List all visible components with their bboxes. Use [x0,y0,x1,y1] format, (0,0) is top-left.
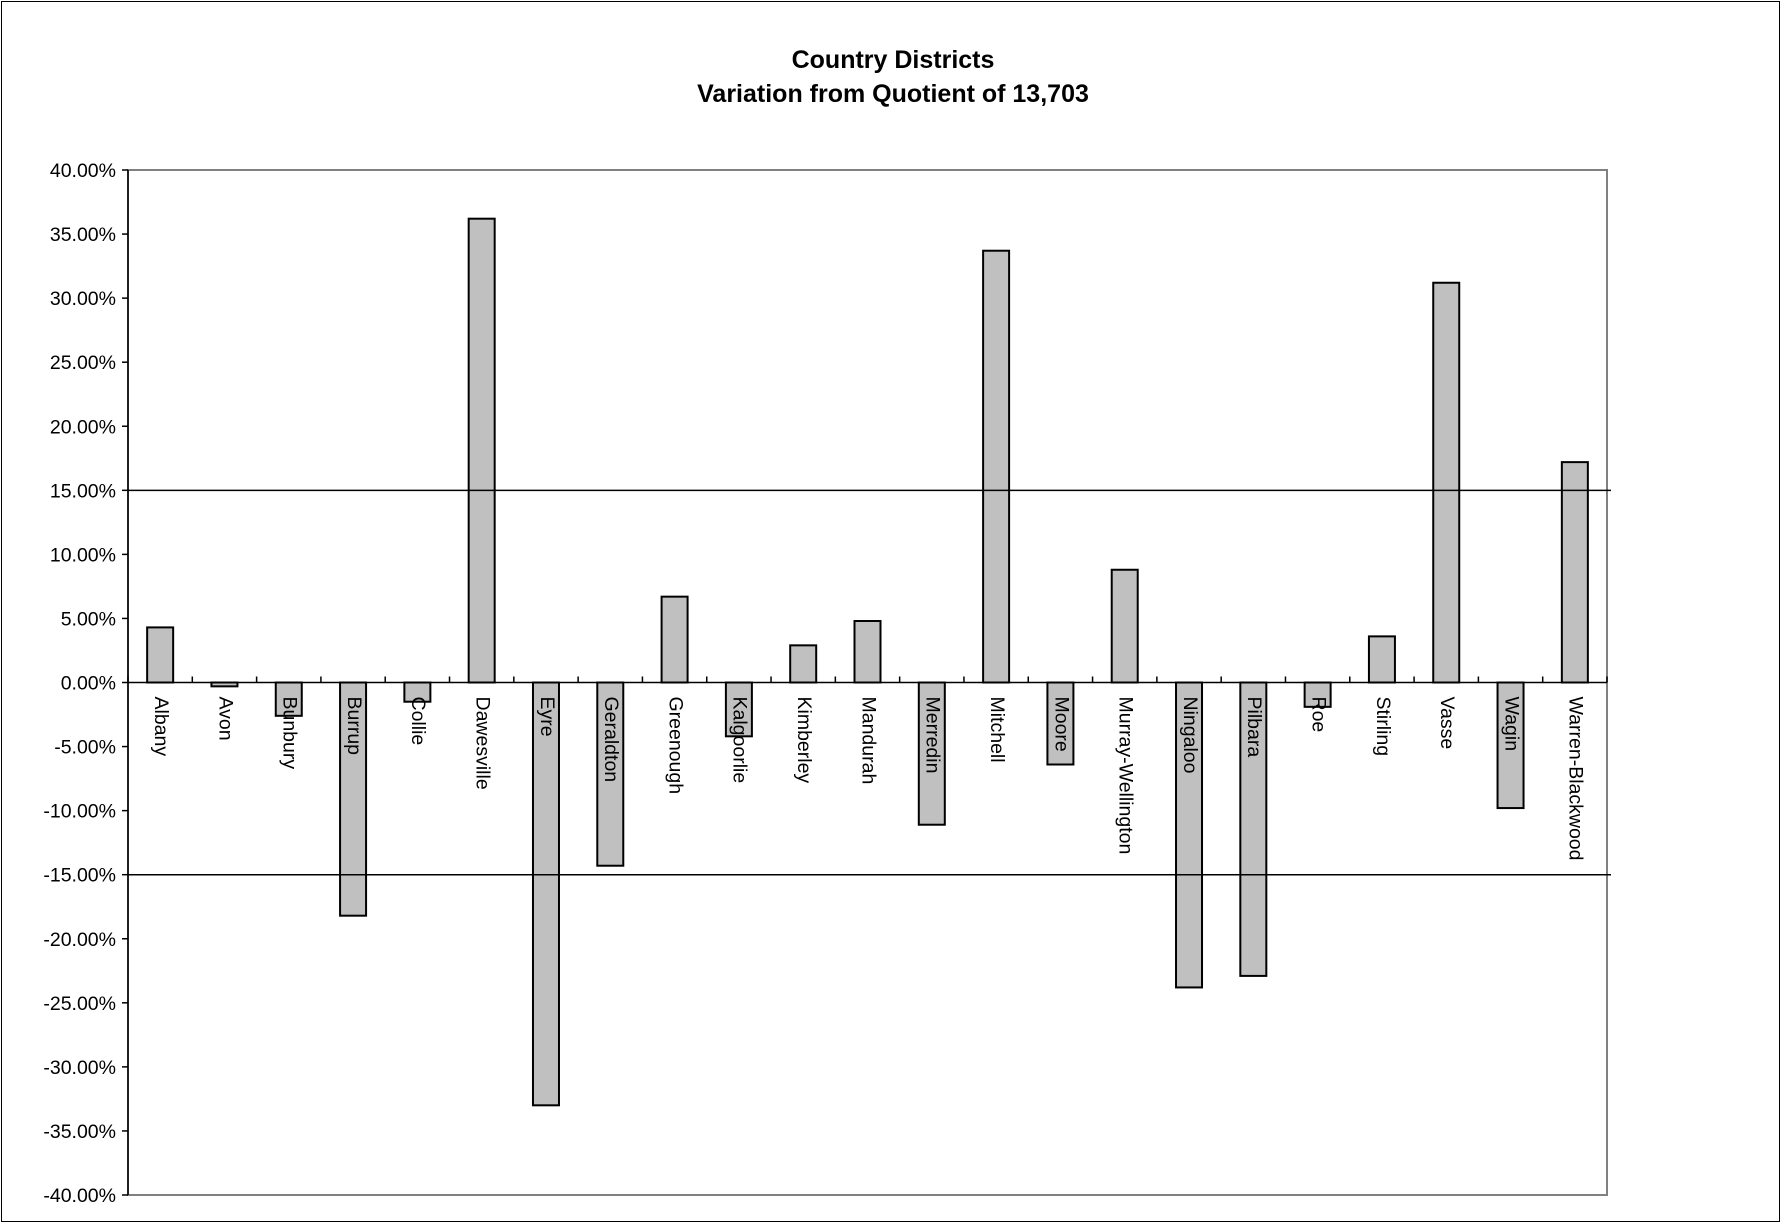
category-label: Geraldton [600,697,622,783]
y-tick-label: 35.00% [50,224,116,246]
y-tick-label: 40.00% [50,160,116,182]
y-tick-label: -35.00% [43,1121,116,1143]
bar-dawesville [467,217,496,684]
y-tick-label: -25.00% [43,993,116,1015]
y-tick-label: -20.00% [43,929,116,951]
category-label: Avon [214,697,236,741]
category-label: Roe [1307,697,1329,733]
bar-greenough [660,595,689,684]
y-tick-label: -40.00% [43,1185,116,1207]
reference-lines [128,489,1611,876]
category-labels: Albany Avon Bunbury Burrup Collie Dawesville E… [150,697,1587,861]
category-label: Moore [1050,697,1072,752]
bar-albany [146,626,175,684]
category-label: Mandurah [857,697,879,785]
category-label: Greenough [664,697,686,795]
bar-murray-wellington [1110,568,1139,684]
bar-kimberley [789,644,818,684]
y-tick-label: 5.00% [61,608,116,630]
category-label: Collie [407,697,429,746]
zero-axis [127,676,1608,684]
category-label: Kalgoorlie [729,697,751,784]
category-label: Eyre [536,697,558,737]
category-label: Wagin [1500,697,1522,752]
bar-stirling [1367,635,1396,684]
bars [146,217,1589,1107]
bar-mitchell [982,249,1011,684]
bar-ningaloo [1175,681,1204,989]
y-tick-label: 10.00% [50,544,116,566]
bar-wagin [1496,681,1525,810]
y-tick-label: -5.00% [54,737,116,759]
category-label: Burrup [343,697,365,756]
category-label: Mitchell [986,697,1008,763]
y-tick-label: -10.00% [43,801,116,823]
y-tick-label: 30.00% [50,288,116,310]
bar-burrup [339,681,368,917]
bar-mandurah [853,620,882,684]
bar-warren-blackwood [1560,461,1589,684]
category-label: Stirling [1372,697,1394,757]
category-label: Pilbara [1243,697,1265,758]
y-tick-label: 25.00% [50,352,116,374]
category-label: Albany [150,697,172,757]
category-label: Warren-Blackwood [1565,697,1587,861]
y-axis: 40.00% 35.00% 30.00% 25.00% 20.00% 15.00% 10.0… [43,160,129,1207]
chart-subtitle: Variation from Quotient of 13,703 [697,80,1089,108]
bar-eyre [531,681,560,1107]
category-label: Murray-Wellington [1115,697,1137,855]
y-tick-label: 20.00% [50,416,116,438]
category-label: Dawesville [472,697,494,790]
bar-vasse [1432,281,1461,684]
category-label: Bunbury [279,697,301,770]
category-label: Ningaloo [1179,697,1201,774]
y-tick-label: -30.00% [43,1057,116,1079]
category-label: Kimberley [793,697,815,784]
y-tick-label: 0.00% [61,673,116,695]
category-label: Merredin [922,697,944,774]
chart-title: Country Districts [792,46,995,74]
bar-roe [1303,681,1332,708]
y-tick-label: 15.00% [50,480,116,502]
y-tick-label: -15.00% [43,865,116,887]
category-label: Vasse [1436,697,1458,750]
